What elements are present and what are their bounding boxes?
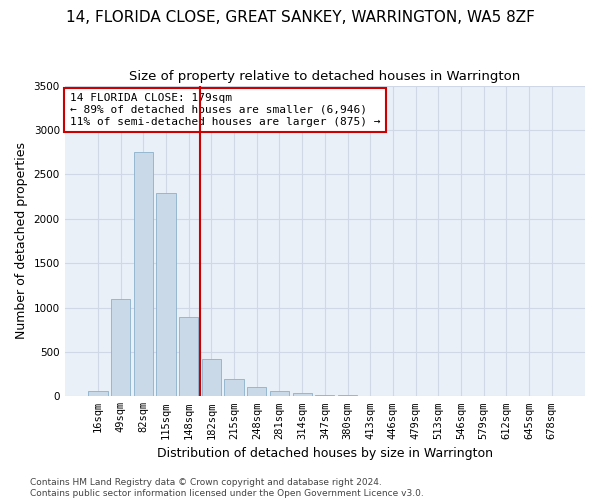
- Bar: [157, 193, 176, 396]
- Bar: [111, 298, 130, 396]
- Text: 14, FLORIDA CLOSE, GREAT SANKEY, WARRINGTON, WA5 8ZF: 14, FLORIDA CLOSE, GREAT SANKEY, WARRING…: [65, 10, 535, 25]
- Bar: [224, 379, 244, 396]
- Bar: [293, 393, 312, 396]
- Title: Size of property relative to detached houses in Warrington: Size of property relative to detached ho…: [129, 70, 520, 83]
- Bar: [179, 318, 199, 396]
- Bar: [270, 391, 289, 396]
- Bar: [315, 394, 334, 396]
- Bar: [202, 359, 221, 397]
- Bar: [247, 388, 266, 396]
- Y-axis label: Number of detached properties: Number of detached properties: [15, 142, 28, 340]
- Bar: [88, 392, 107, 396]
- X-axis label: Distribution of detached houses by size in Warrington: Distribution of detached houses by size …: [157, 447, 493, 460]
- Bar: [134, 152, 153, 396]
- Text: Contains HM Land Registry data © Crown copyright and database right 2024.
Contai: Contains HM Land Registry data © Crown c…: [30, 478, 424, 498]
- Text: 14 FLORIDA CLOSE: 179sqm
← 89% of detached houses are smaller (6,946)
11% of sem: 14 FLORIDA CLOSE: 179sqm ← 89% of detach…: [70, 94, 380, 126]
